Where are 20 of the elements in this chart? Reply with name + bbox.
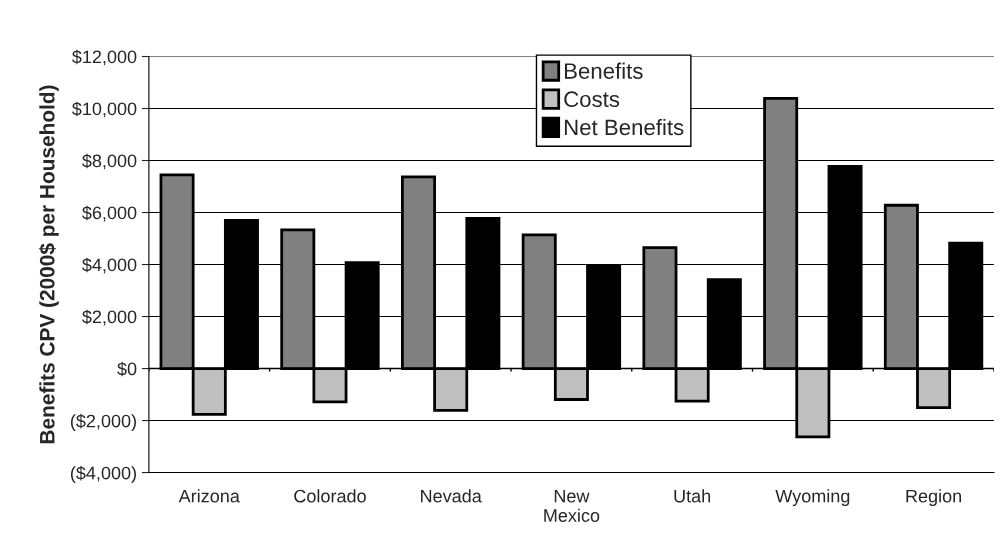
x-tick-label: Utah (674, 489, 711, 503)
y-tick-label: $0 (117, 361, 137, 377)
x-tick-label: Arizona (178, 489, 240, 503)
x-tick-label: Wyoming (775, 489, 850, 507)
y-tick-label: $6,000 (82, 205, 137, 222)
y-tick-label: $4,000 (82, 257, 137, 274)
legend-label: Benefits (564, 62, 643, 79)
y-tick-label: $2,000 (82, 309, 137, 326)
y-axis-title: Benefits CPV (2000$ per Household) (38, 85, 59, 444)
legend-label: Costs (564, 91, 620, 108)
y-tick-label: $8,000 (82, 153, 137, 170)
y-tick-label: $12,000 (72, 49, 137, 66)
y-tick-label: $10,000 (72, 101, 137, 118)
x-tick-label: Nevada (421, 489, 482, 503)
legend-label: Net Benefits (564, 118, 684, 136)
y-tick-label: ($4,000) (70, 465, 136, 483)
x-tick-label: Colorado (294, 489, 366, 503)
x-tick-label: New Mexico (544, 489, 600, 522)
x-tick-label: Region (906, 489, 962, 507)
y-tick-label: ($2,000) (70, 413, 136, 431)
